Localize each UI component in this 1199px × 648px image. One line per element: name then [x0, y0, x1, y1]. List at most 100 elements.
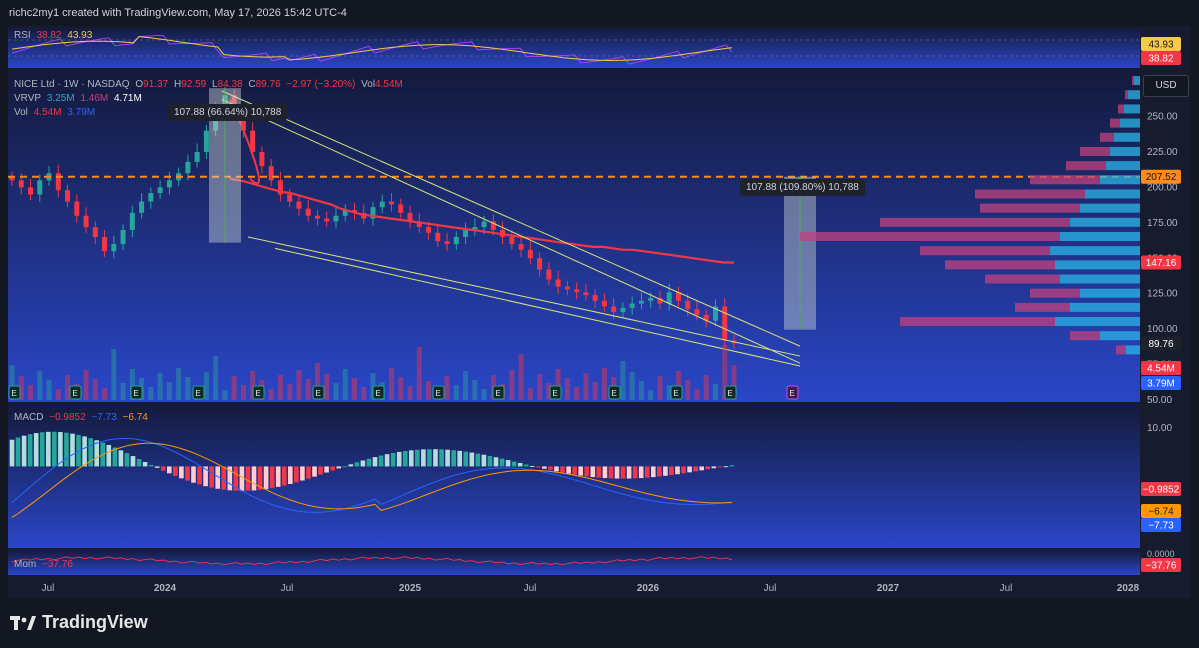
volume-bar: [444, 376, 450, 400]
macd-histogram-bar: [318, 466, 323, 475]
macd-histogram-bar: [366, 458, 372, 467]
macd-legend: MACD −0.9852 −7.73 −6.74: [14, 412, 151, 423]
macd-histogram-bar: [52, 431, 57, 467]
candle-body: [370, 207, 376, 219]
close-value: 89.76: [255, 79, 281, 90]
mom-label-value-bg: [1141, 558, 1181, 572]
volume-bar: [157, 373, 163, 400]
macd-histogram-bar: [499, 458, 505, 467]
macd-histogram-bar: [160, 466, 166, 471]
macd-pane: [8, 404, 1140, 548]
macd-histogram-bar: [227, 466, 233, 491]
candle-body: [722, 306, 728, 341]
volume-profile-up: [1128, 90, 1140, 100]
macd-histogram-bar: [705, 466, 711, 470]
earnings-marker: [69, 385, 82, 400]
mom-label[interactable]: Mom: [14, 559, 37, 570]
volume-bar: [333, 383, 339, 400]
candle-body: [342, 210, 348, 216]
candle-body: [463, 229, 469, 237]
candle-body: [102, 237, 108, 252]
macd-histogram-bar: [342, 466, 348, 468]
earnings-marker: [252, 385, 265, 400]
bottom-bar: [0, 598, 1199, 648]
vrvp-label[interactable]: VRVP: [14, 93, 42, 104]
time-axis-label: 2028: [1117, 583, 1140, 594]
volume-profile-down: [1030, 288, 1080, 298]
volume-profile-up: [1060, 274, 1140, 284]
macd-histogram-bar: [215, 466, 220, 489]
volume-bar: [601, 368, 607, 400]
candle-body: [657, 297, 663, 304]
volume-profile-down: [1125, 90, 1128, 100]
volume-bar: [712, 384, 718, 400]
currency-button[interactable]: USD: [1143, 75, 1189, 97]
volume-bar: [481, 389, 487, 400]
volume-profile-up: [1124, 104, 1140, 114]
volume-bar: [629, 372, 635, 400]
candle-body: [509, 237, 515, 245]
candle-body: [305, 208, 311, 216]
volume-profile-down: [1015, 302, 1070, 312]
candle-body: [518, 244, 524, 250]
earnings-marker-label: E: [255, 389, 260, 398]
earnings-marker-future: [786, 385, 799, 400]
macd-histogram-bar: [523, 464, 529, 467]
macd-label[interactable]: MACD: [14, 412, 44, 423]
macd-histogram-bar: [148, 464, 154, 467]
time-axis-label: 2024: [154, 583, 177, 594]
macd-histogram-bar: [330, 466, 335, 471]
candle-body: [555, 279, 561, 287]
macd-histogram-bar: [348, 464, 354, 467]
candle-body: [268, 166, 274, 181]
macd-histogram-bar: [154, 466, 160, 468]
volume-profile-down: [1116, 345, 1126, 355]
macd-histogram-bar: [669, 466, 674, 476]
price-tick-label: 250.00: [1147, 112, 1178, 123]
earnings-marker-label: E: [495, 389, 500, 398]
volume-profile-up: [1134, 76, 1140, 86]
macd-histogram-bar: [693, 466, 698, 472]
macd-histogram-bar: [596, 466, 602, 478]
volume-bar: [222, 390, 228, 400]
macd-histogram-bar: [27, 434, 33, 467]
volume-profile-up: [1070, 217, 1140, 227]
measure-label-1: 107.88 (66.64%) 10,788: [168, 104, 288, 121]
earnings-marker: [670, 385, 683, 400]
volume-label[interactable]: Vol: [14, 107, 28, 118]
macd-histogram-bar: [142, 461, 148, 467]
volume-profile-up: [1100, 331, 1140, 341]
candle-body: [537, 258, 543, 270]
macd-histogram-bar: [354, 462, 360, 467]
candle-body: [611, 306, 617, 313]
price-label-resistance: 207.52: [1146, 172, 1177, 183]
earnings-marker: [130, 385, 143, 400]
volume-bar: [18, 376, 24, 400]
price-label-volume: 4.54M: [1147, 364, 1175, 375]
macd-histogram-bar: [257, 466, 263, 490]
candle-body: [407, 212, 413, 222]
macd-histogram-bar: [94, 440, 99, 467]
candle-body: [203, 130, 209, 152]
volume-bar: [509, 370, 515, 400]
earnings-marker-label: E: [435, 389, 440, 398]
brand[interactable]: TradingView: [10, 612, 148, 633]
candle-body: [444, 241, 450, 245]
mom-legend: Mom −37.76: [14, 559, 76, 570]
volume-bar: [463, 371, 469, 400]
ma-line: [229, 177, 734, 264]
candle-body: [379, 201, 385, 208]
volume-bar: [555, 369, 561, 400]
macd-histogram-bar: [542, 466, 547, 469]
candle-body: [314, 215, 320, 219]
volume-bar: [351, 378, 357, 400]
macd-histogram-bar: [294, 466, 299, 483]
price-label-volume-ma-bg: [1141, 376, 1181, 390]
volume-bar: [166, 382, 172, 400]
volume-profile-down: [1070, 331, 1100, 341]
chart-canvas[interactable]: 50.0075.00100.00125.00150.00175.00200.00…: [0, 0, 1199, 600]
symbol-title[interactable]: NICE Ltd · 1W · NASDAQ: [14, 79, 130, 90]
volume-profile-down: [1132, 76, 1134, 86]
macd-histogram-bar: [421, 449, 426, 467]
price-tick-label: 125.00: [1147, 289, 1178, 300]
